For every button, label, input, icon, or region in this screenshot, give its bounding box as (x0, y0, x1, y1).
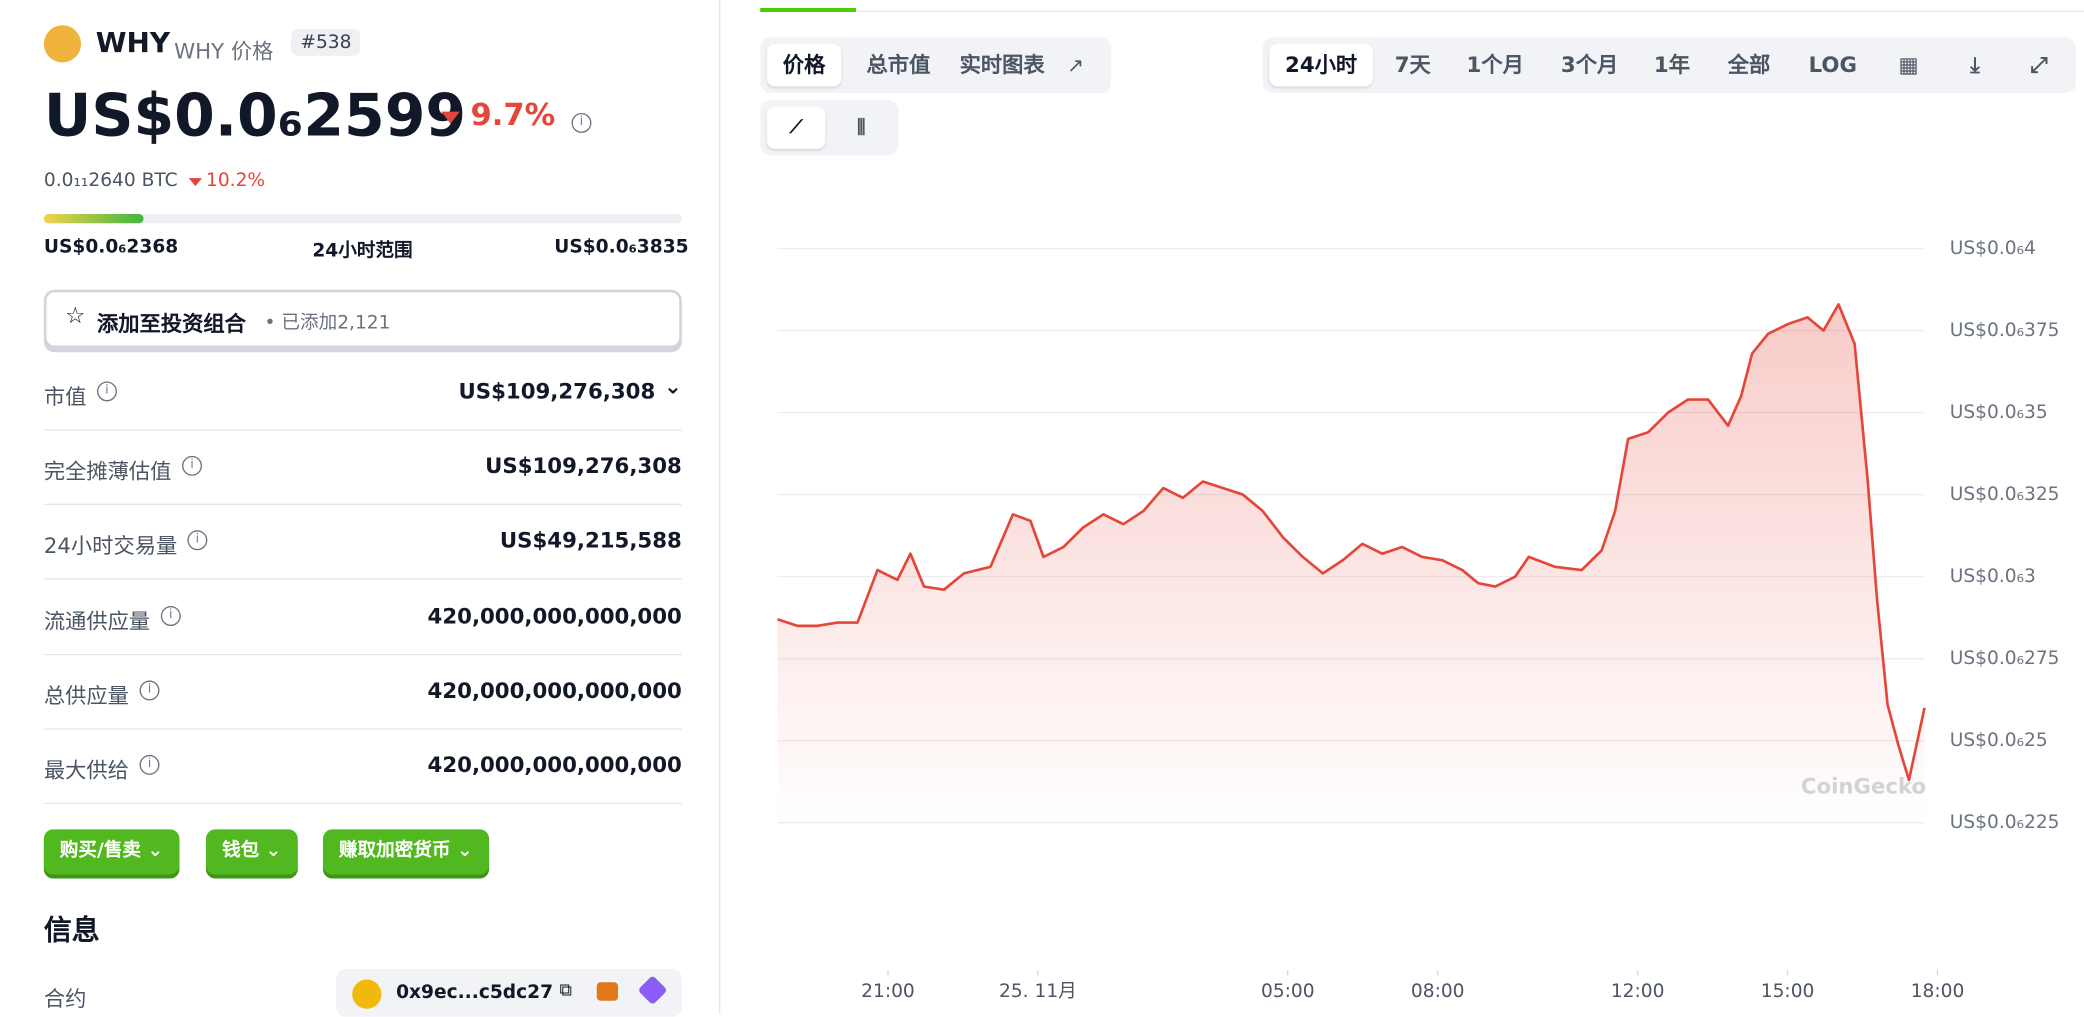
x-tick-label: 15:00 (1761, 981, 1815, 1002)
stat-label: 最大供给 (43, 757, 129, 783)
active-tab-underline (760, 7, 856, 12)
down-arrow (441, 111, 460, 124)
stat-value: US$109,276,308 (485, 453, 682, 479)
portfolio-count: 已添加2,121 (281, 312, 391, 334)
stat-row: 总供应量 i 420,000,000,000,000 (43, 654, 682, 730)
stat-label: 完全摊薄估值 (43, 458, 172, 485)
y-tick-label: US$0.0₆3 (1950, 566, 2036, 587)
range-track (43, 213, 682, 224)
x-tick-label: 25. 11月 (999, 981, 1077, 1002)
label: 赚取加密货币 (338, 839, 451, 862)
y-tick-label: US$0.0₆275 (1950, 648, 2060, 669)
stat-row: 24小时交易量 i US$49,215,588 (43, 504, 682, 580)
btc-price: 0.0₁₁2640 BTC (43, 170, 178, 192)
download[interactable]: ⤓ (1970, 51, 1980, 78)
info-icon[interactable]: i (187, 530, 208, 551)
coin-icon (43, 25, 82, 63)
earn-button[interactable]: 赚取加密货币 ⌄ (322, 829, 489, 875)
fullscreen[interactable]: ⤢ (2030, 51, 2048, 78)
price-change: 9.7% (470, 98, 556, 133)
range-tabs (1262, 37, 2077, 94)
contract-box[interactable]: 0x9ec...c5dc27 ⧉ (336, 968, 682, 1017)
price-area (777, 304, 1925, 830)
y-tick-label: US$0.0₆35 (1950, 402, 2048, 423)
tab[interactable]: 总市值 (866, 51, 931, 78)
stat-value: 420,000,000,000,000 (427, 602, 682, 629)
external-icon: ↗ (1067, 53, 1084, 78)
range-button[interactable]: 1个月 (1466, 51, 1524, 78)
range-button[interactable]: LOG (1808, 51, 1857, 78)
range-button[interactable]: 全部 (1727, 51, 1771, 78)
info-icon[interactable]: i (139, 680, 160, 701)
range-button[interactable]: 7天 (1394, 51, 1431, 78)
info-icon[interactable]: i (139, 754, 160, 775)
wallet-button[interactable]: 钱包 ⌄ (206, 829, 298, 875)
label: 购买/售卖 (59, 839, 142, 862)
info-icon[interactable]: i (564, 106, 592, 133)
stat-label: 总供应量 (43, 682, 129, 709)
range-label: 24小时范围 (312, 240, 413, 262)
x-tick-label: 21:00 (861, 981, 915, 1002)
stat-row: 完全摊薄估值 i US$109,276,308 (43, 430, 682, 506)
calendar[interactable]: ▦ (1898, 51, 1919, 78)
tab[interactable]: 实时图表 (959, 51, 1045, 78)
tab[interactable]: 价格 (766, 43, 842, 87)
price-line (777, 303, 1926, 782)
stat-label: 市值 (43, 384, 87, 410)
info-icon[interactable]: i (182, 456, 203, 477)
stat-value: 420,000,000,000,000 (427, 677, 682, 703)
down-arrow (188, 178, 203, 187)
stat-row: 流通供应量 i 420,000,000,000,000 (43, 579, 682, 655)
stat-row: 市值 i US$109,276,308 ⌄ (43, 355, 682, 431)
range-button[interactable]: 24小时 (1269, 43, 1373, 87)
tab-rule (760, 10, 2084, 12)
stat-value: US$49,215,588 (499, 528, 682, 554)
stat-value: 420,000,000,000,000 (427, 752, 682, 778)
btc-change: 10.2% (206, 170, 266, 192)
buy-button[interactable]: 购买/售卖 ⌄ (43, 829, 180, 875)
stat-value: US$109,276,308 (458, 378, 656, 405)
divider (719, 0, 721, 1015)
contract: 0x9ec...c5dc27 (396, 982, 554, 1004)
x-tick-label: 05:00 (1261, 981, 1315, 1002)
chevron[interactable]: ⌄ (664, 373, 682, 399)
y-tick-label: US$0.0₆325 (1950, 484, 2060, 505)
rank: #538 (291, 29, 361, 56)
portfolio-button[interactable]: ☆ 添加至投资组合 • 已添加2,121 (43, 289, 682, 349)
y-tick-label: US$0.0₆25 (1950, 730, 2048, 751)
y-tick-label: US$0.0₆375 (1950, 320, 2060, 341)
x-tick-label: 12:00 (1611, 981, 1665, 1002)
portfolio-label: 添加至投资组合 (97, 311, 246, 337)
x-tick-label: 18:00 (1911, 981, 1965, 1002)
price: US$0.0₆2599 (43, 82, 467, 151)
range-high: US$0.0₆3835 (554, 236, 689, 258)
contract-label: 合约 (43, 986, 87, 1012)
y-tick-label: US$0.0₆4 (1950, 238, 2036, 259)
candle-style[interactable]: ⫼ (856, 116, 866, 139)
info-icon[interactable]: i (97, 381, 117, 402)
y-tick-label: US$0.0₆225 (1950, 812, 2060, 833)
stat-label: 流通供应量 (43, 608, 151, 634)
range-button[interactable]: 1年 (1653, 51, 1691, 78)
coin-subtitle: WHY 价格 (174, 38, 274, 64)
line-style[interactable]: ⟋ (766, 106, 826, 149)
coin-name: WHY (95, 26, 171, 59)
stat-label: 24小时交易量 (43, 533, 178, 559)
info-title: 信息 (43, 914, 100, 947)
label: 钱包 (221, 839, 260, 862)
stat-row: 最大供给 i 420,000,000,000,000 (43, 728, 682, 805)
range-low: US$0.0₆2368 (43, 236, 179, 258)
watermark: CoinGecko (1801, 774, 1926, 799)
x-tick-label: 08:00 (1411, 981, 1465, 1002)
info-icon[interactable]: i (160, 605, 181, 626)
range-button[interactable]: 3个月 (1560, 51, 1619, 78)
